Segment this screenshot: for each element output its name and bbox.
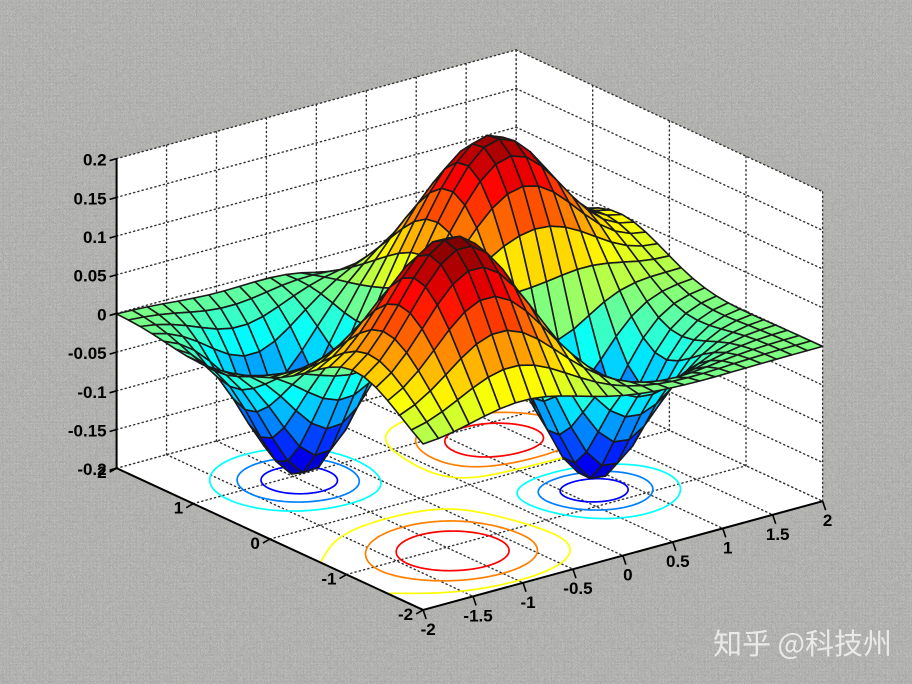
svg-text:0.2: 0.2 — [83, 151, 107, 170]
svg-text:-0.1: -0.1 — [77, 383, 106, 402]
svg-text:-1: -1 — [520, 593, 535, 612]
svg-text:-0.05: -0.05 — [68, 344, 107, 363]
svg-text:-1.5: -1.5 — [463, 606, 492, 625]
svg-text:知乎 @科技州: 知乎 @科技州 — [713, 621, 892, 663]
svg-text:-2: -2 — [421, 620, 436, 639]
svg-text:-0.5: -0.5 — [563, 579, 592, 598]
svg-text:2: 2 — [823, 511, 832, 530]
svg-text:2: 2 — [97, 463, 106, 482]
svg-text:0.1: 0.1 — [83, 228, 107, 247]
svg-text:0.5: 0.5 — [666, 552, 690, 571]
svg-text:0: 0 — [623, 566, 632, 585]
svg-text:1: 1 — [723, 538, 732, 557]
svg-text:0.15: 0.15 — [74, 189, 107, 208]
svg-text:1.5: 1.5 — [766, 525, 790, 544]
svg-text:-2: -2 — [398, 605, 413, 624]
svg-text:1: 1 — [174, 499, 183, 518]
svg-text:-0.15: -0.15 — [68, 422, 107, 441]
svg-text:0.05: 0.05 — [74, 267, 107, 286]
svg-text:0: 0 — [250, 534, 259, 553]
svg-text:-1: -1 — [321, 570, 336, 589]
svg-text:0: 0 — [97, 305, 106, 324]
